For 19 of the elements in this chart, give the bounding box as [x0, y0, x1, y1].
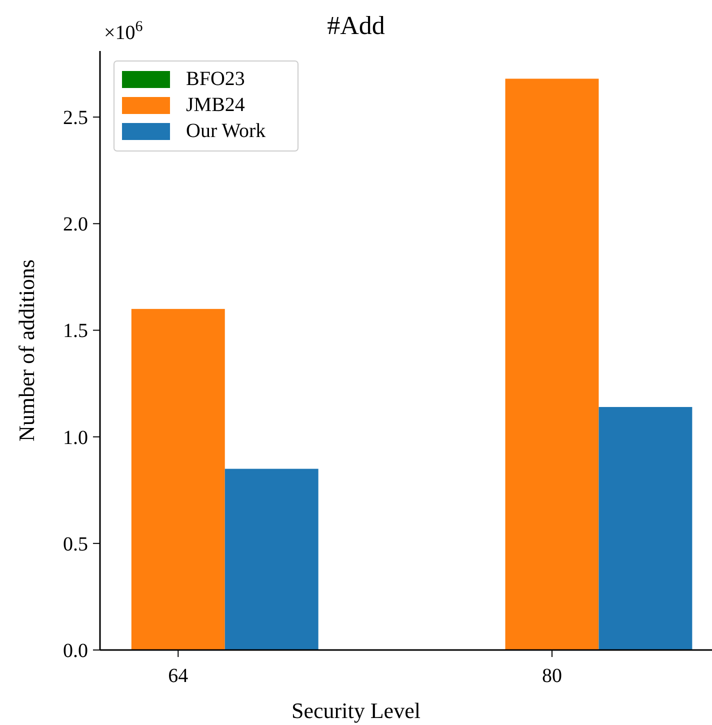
text: ×10$^{6}$	[104, 19, 144, 44]
legend-label: JMB24	[186, 94, 245, 116]
y-tick-label: 1.0	[63, 426, 88, 449]
chart-title: #Add	[327, 11, 385, 40]
bar	[131, 308, 225, 650]
bar	[224, 468, 318, 650]
x-tick-label: 80	[542, 665, 562, 687]
y-axis-title: Number of additions	[14, 259, 39, 442]
x-tick-label: 64	[168, 665, 188, 687]
y-tick-label: 2.0	[63, 214, 88, 236]
y-tick-label: 1.5	[63, 320, 88, 342]
y-tick-label: 2.5	[63, 107, 88, 130]
legend-label: BFO23	[186, 68, 245, 90]
bar	[598, 406, 692, 650]
y-tick-label: 0.0	[63, 640, 88, 662]
legend-label: Our Work	[186, 120, 266, 142]
y-tick-label: 0.5	[63, 533, 88, 556]
bar	[505, 78, 599, 650]
x-axis-title: Security Level	[292, 698, 420, 723]
